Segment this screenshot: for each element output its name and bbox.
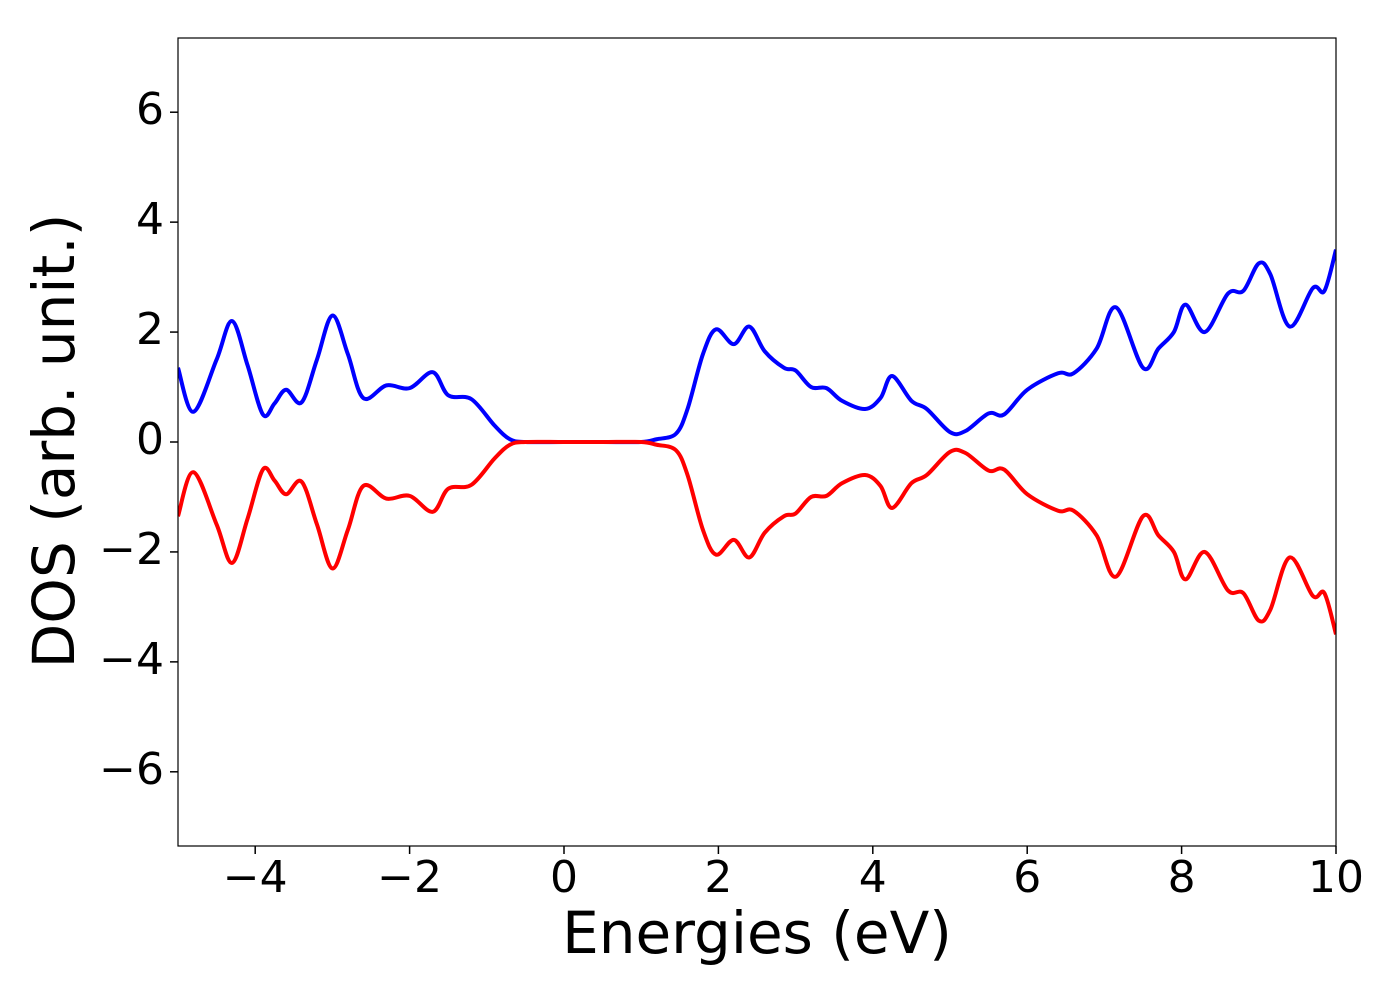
- y-tick-label: −6: [99, 744, 164, 795]
- x-tick-label: −4: [223, 852, 288, 903]
- x-tick-label: 6: [1013, 852, 1041, 903]
- y-tick-label: 2: [136, 304, 164, 355]
- y-tick-label: 6: [136, 84, 164, 135]
- dos-line: [178, 249, 1336, 445]
- x-tick-label: 4: [859, 852, 887, 903]
- x-tick-label: 10: [1308, 852, 1364, 903]
- y-tick-label: 4: [136, 194, 164, 245]
- x-tick-label: 8: [1168, 852, 1196, 903]
- y-tick-label: −2: [99, 524, 164, 575]
- plot-frame: [177, 37, 1337, 847]
- x-axis-label: Energies (eV): [562, 899, 952, 967]
- x-tick-label: 2: [704, 852, 732, 903]
- x-tick-label: −2: [377, 852, 442, 903]
- y-tick-label: 0: [136, 414, 164, 465]
- y-axis-label: DOS (arb. unit.): [20, 214, 88, 669]
- x-tick-label: 0: [550, 852, 578, 903]
- dos-line: [178, 439, 1336, 635]
- y-tick-label: −4: [99, 634, 164, 685]
